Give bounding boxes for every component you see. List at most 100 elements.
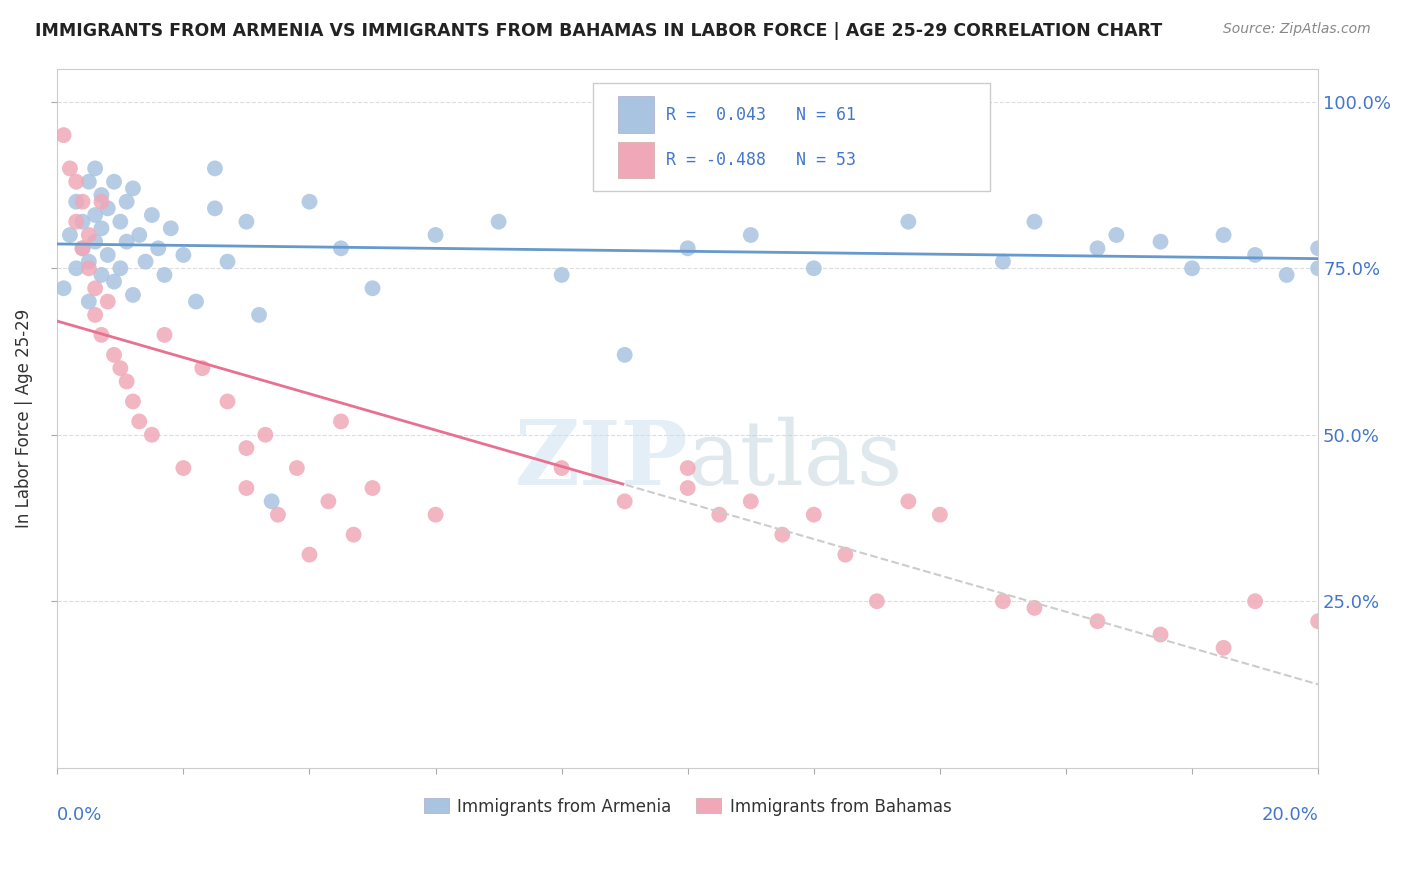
Point	[1212, 227, 1234, 242]
Point	[65, 175, 87, 189]
Point	[172, 461, 194, 475]
Point	[84, 161, 107, 176]
Point	[235, 441, 257, 455]
Point	[72, 215, 94, 229]
Point	[1275, 268, 1298, 282]
Point	[84, 308, 107, 322]
Point	[361, 481, 384, 495]
Point	[342, 527, 364, 541]
Point	[52, 128, 75, 142]
Point	[235, 215, 257, 229]
Point	[866, 594, 889, 608]
Point	[834, 548, 856, 562]
Point	[184, 294, 207, 309]
Point	[90, 194, 112, 209]
Point	[122, 288, 145, 302]
Point	[709, 508, 731, 522]
Point	[65, 215, 87, 229]
Point	[122, 181, 145, 195]
Point	[90, 221, 112, 235]
Point	[217, 394, 239, 409]
Point	[1308, 614, 1330, 628]
Point	[128, 227, 150, 242]
Point	[135, 254, 157, 268]
Point	[110, 361, 132, 376]
Point	[488, 215, 510, 229]
Point	[1024, 600, 1046, 615]
Point	[103, 348, 125, 362]
Point	[285, 461, 308, 475]
Point	[550, 461, 572, 475]
Point	[1308, 241, 1330, 255]
Point	[1087, 241, 1109, 255]
Point	[298, 548, 321, 562]
Bar	[619, 142, 654, 178]
Point	[1212, 640, 1234, 655]
Point	[122, 394, 145, 409]
Point	[1181, 261, 1204, 276]
Point	[247, 308, 270, 322]
Point	[153, 268, 176, 282]
Text: 20.0%: 20.0%	[1261, 806, 1319, 824]
Point	[1149, 627, 1171, 641]
Point	[65, 194, 87, 209]
Point	[84, 281, 107, 295]
Point	[613, 494, 636, 508]
Point	[740, 227, 762, 242]
Point	[97, 294, 120, 309]
Point	[65, 261, 87, 276]
Point	[676, 241, 699, 255]
Point	[235, 481, 257, 495]
Point	[146, 241, 169, 255]
FancyBboxPatch shape	[593, 82, 990, 191]
Point	[115, 375, 138, 389]
Point	[991, 594, 1014, 608]
Point	[90, 188, 112, 202]
Point	[740, 494, 762, 508]
Text: IMMIGRANTS FROM ARMENIA VS IMMIGRANTS FROM BAHAMAS IN LABOR FORCE | AGE 25-29 CO: IMMIGRANTS FROM ARMENIA VS IMMIGRANTS FR…	[35, 22, 1163, 40]
Point	[1105, 227, 1128, 242]
Point	[172, 248, 194, 262]
Point	[550, 268, 572, 282]
Point	[676, 461, 699, 475]
Text: Source: ZipAtlas.com: Source: ZipAtlas.com	[1223, 22, 1371, 37]
Point	[59, 161, 82, 176]
Point	[330, 414, 353, 428]
Point	[897, 215, 920, 229]
Point	[613, 348, 636, 362]
Point	[1024, 215, 1046, 229]
Text: 0.0%: 0.0%	[58, 806, 103, 824]
Point	[1308, 261, 1330, 276]
Point	[141, 427, 163, 442]
Point	[676, 481, 699, 495]
Bar	[619, 96, 654, 133]
Point	[72, 241, 94, 255]
Point	[103, 275, 125, 289]
Point	[115, 194, 138, 209]
Point	[204, 161, 226, 176]
Text: R = -0.488   N = 53: R = -0.488 N = 53	[666, 151, 856, 169]
Text: R =  0.043   N = 61: R = 0.043 N = 61	[666, 105, 856, 124]
Point	[153, 327, 176, 342]
Point	[97, 248, 120, 262]
Point	[72, 194, 94, 209]
Point	[897, 494, 920, 508]
Point	[110, 215, 132, 229]
Point	[110, 261, 132, 276]
Point	[803, 261, 825, 276]
Point	[803, 508, 825, 522]
Point	[318, 494, 340, 508]
Point	[90, 327, 112, 342]
Point	[59, 227, 82, 242]
Point	[77, 175, 100, 189]
Point	[103, 175, 125, 189]
Point	[928, 508, 950, 522]
Point	[425, 508, 447, 522]
Point	[77, 227, 100, 242]
Point	[159, 221, 181, 235]
Point	[260, 494, 283, 508]
Point	[72, 241, 94, 255]
Point	[267, 508, 290, 522]
Text: ZIP: ZIP	[515, 417, 688, 504]
Point	[77, 294, 100, 309]
